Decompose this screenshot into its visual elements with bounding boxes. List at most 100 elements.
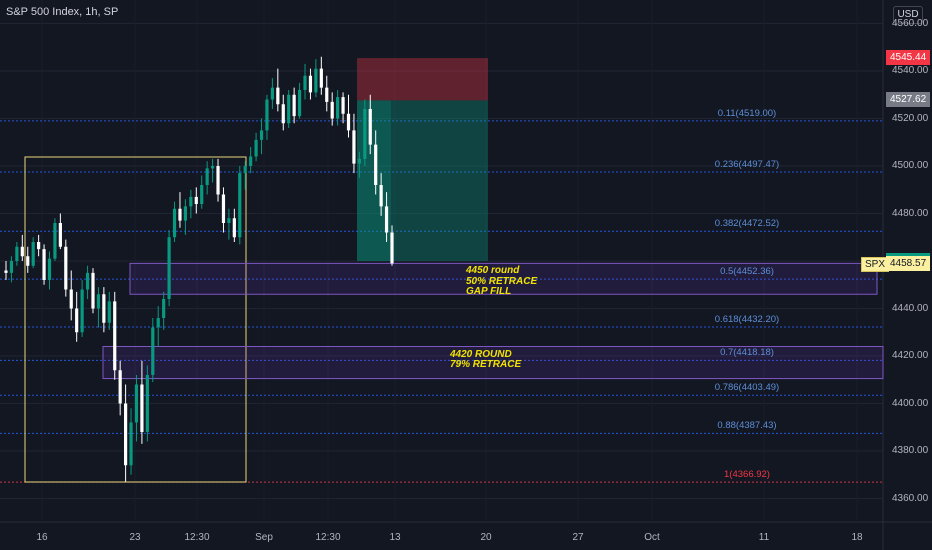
x-tick-label: 20 xyxy=(480,532,492,543)
y-tick-label: 4360.00 xyxy=(892,492,929,504)
candle-body xyxy=(346,113,351,131)
candle-body xyxy=(281,104,285,124)
candle-body xyxy=(102,294,106,323)
zone-note: 4450 round xyxy=(466,265,520,277)
candle-body xyxy=(183,206,188,221)
candle-body xyxy=(216,166,220,195)
candle-body xyxy=(319,68,323,88)
x-tick-label: 27 xyxy=(572,532,584,543)
candle-body xyxy=(368,109,372,145)
candle-body xyxy=(145,375,149,432)
candle-body xyxy=(15,246,19,261)
candle-body xyxy=(238,173,242,238)
candle-body xyxy=(314,68,318,93)
x-tick-label: 13 xyxy=(389,532,401,543)
candle-body xyxy=(140,384,144,432)
candle-body xyxy=(172,208,177,238)
candle-body xyxy=(31,242,35,266)
stop-loss-zone xyxy=(357,58,488,101)
candle-body xyxy=(200,185,204,204)
candle-body xyxy=(26,256,30,266)
candle-body xyxy=(357,158,361,164)
candle-body xyxy=(20,246,24,257)
fib-label: 0.618(4432.20) xyxy=(714,314,780,326)
candle-body xyxy=(254,139,258,157)
y-tick-label: 4420.00 xyxy=(892,350,929,361)
y-tick-label: 4520.00 xyxy=(892,112,929,124)
candle-body xyxy=(47,258,52,280)
candle-body xyxy=(352,130,356,164)
candle-body xyxy=(270,87,274,100)
candle-body xyxy=(297,90,302,117)
candle-body xyxy=(336,97,340,119)
candle-body xyxy=(96,294,101,309)
spx-price-tag: 4458.57 xyxy=(886,256,931,272)
candle-body xyxy=(210,166,215,169)
spx-symbol-tag: SPX xyxy=(861,257,890,273)
candle-body xyxy=(118,370,122,404)
candle-body xyxy=(178,208,182,221)
candle-body xyxy=(53,223,57,259)
candle-body xyxy=(287,94,291,124)
candle-body xyxy=(249,156,253,166)
candle-body xyxy=(303,75,307,90)
fib-label: 0.382(4472.52) xyxy=(714,218,780,230)
candle-body xyxy=(124,403,128,466)
candle-body xyxy=(4,270,8,273)
price-tag: 4527.62 xyxy=(886,92,931,108)
candle-body xyxy=(162,299,166,318)
candle-body xyxy=(341,97,345,114)
candle-body xyxy=(325,87,329,102)
candle-body xyxy=(42,249,46,280)
x-tick-label: Sep xyxy=(255,532,273,543)
candle-body xyxy=(167,237,171,299)
fib-label: 0.236(4497.47) xyxy=(714,159,780,170)
fib-label: 0.7(4418.18) xyxy=(720,347,774,359)
candle-body xyxy=(85,272,90,290)
candle-body xyxy=(91,272,95,309)
candle-body xyxy=(134,384,139,423)
price-tag: 4545.44 xyxy=(886,50,931,66)
candle-body xyxy=(189,196,193,207)
candle-body xyxy=(69,289,73,309)
candle-body xyxy=(151,327,155,375)
y-tick-label: 4480.00 xyxy=(892,207,929,219)
x-tick-label: 12:30 xyxy=(184,532,210,543)
candle-body xyxy=(113,301,117,371)
fib-label: 0.5(4452.36) xyxy=(720,266,774,278)
candle-body xyxy=(308,75,313,93)
candle-body xyxy=(107,301,111,323)
x-tick-label: 11 xyxy=(758,532,770,543)
candle-body xyxy=(75,308,79,333)
y-tick-label: 4500.00 xyxy=(892,160,929,171)
x-tick-label: 16 xyxy=(36,532,48,543)
candle-body xyxy=(232,218,236,238)
symbol-title: S&P 500 Index, 1h, SP xyxy=(6,6,119,18)
x-tick-label: 12:30 xyxy=(315,532,341,543)
candle-body xyxy=(330,101,334,119)
candle-body xyxy=(390,232,394,264)
candle-body xyxy=(379,185,383,207)
candle-body xyxy=(156,318,160,328)
candle-body xyxy=(259,130,264,140)
candle-body xyxy=(58,223,62,247)
candle-body xyxy=(265,99,269,131)
fib-label: 0.11(4519.00) xyxy=(717,107,777,119)
candle-body xyxy=(276,87,280,105)
y-tick-label: 4400.00 xyxy=(892,397,929,409)
currency-button[interactable]: USD xyxy=(893,6,923,24)
support-zone xyxy=(129,262,878,295)
candle-body xyxy=(243,166,247,174)
position-progress xyxy=(357,100,391,262)
x-tick-label: 23 xyxy=(129,532,141,543)
candle-body xyxy=(9,261,14,273)
fib-label: 0.88(4387.43) xyxy=(717,420,777,432)
candle-body xyxy=(292,94,296,117)
x-tick-label: 18 xyxy=(851,532,863,543)
zone-note: 4420 ROUND xyxy=(450,348,512,360)
zone-note: 50% RETRACE xyxy=(466,275,538,287)
y-tick-label: 4560.00 xyxy=(892,17,929,29)
range-box xyxy=(24,156,247,483)
candle-body xyxy=(129,422,133,466)
